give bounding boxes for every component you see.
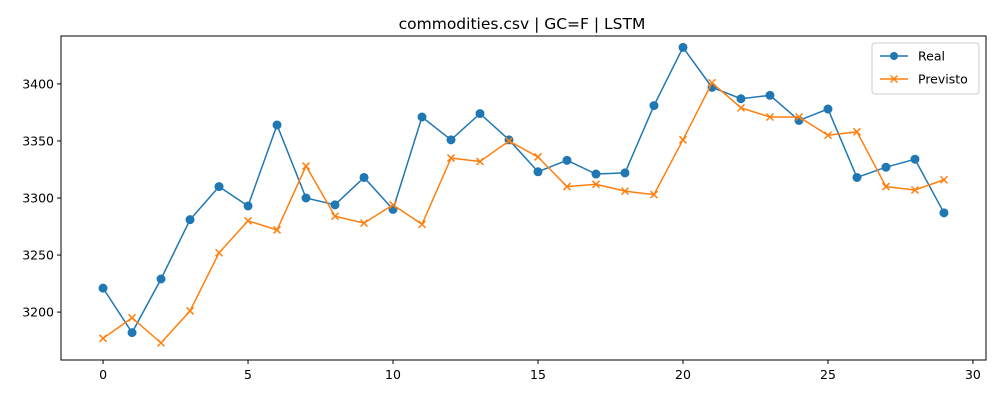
data-point bbox=[128, 313, 137, 322]
data-point bbox=[272, 225, 282, 234]
y-tick-label: 3350 bbox=[22, 133, 54, 148]
x-tick-label: 10 bbox=[385, 367, 401, 382]
data-point bbox=[446, 154, 456, 163]
data-point bbox=[533, 152, 543, 161]
data-point bbox=[678, 42, 688, 52]
y-tick-label: 3300 bbox=[22, 191, 54, 206]
data-point bbox=[475, 109, 485, 119]
data-point bbox=[620, 168, 630, 178]
data-point bbox=[475, 157, 485, 166]
data-point bbox=[736, 94, 746, 104]
x-tick-label: 0 bbox=[99, 367, 107, 382]
data-point bbox=[881, 182, 890, 191]
data-point bbox=[765, 112, 775, 122]
data-point bbox=[649, 101, 659, 111]
data-point bbox=[939, 175, 948, 184]
data-point bbox=[533, 167, 543, 177]
data-point bbox=[562, 182, 572, 191]
data-point bbox=[881, 162, 891, 172]
data-point bbox=[562, 155, 572, 165]
data-point bbox=[649, 190, 659, 199]
data-point bbox=[852, 172, 862, 182]
y-tick-label: 3400 bbox=[22, 76, 54, 91]
data-point bbox=[939, 208, 949, 218]
data-point bbox=[417, 112, 427, 122]
data-point bbox=[186, 306, 195, 315]
data-point bbox=[185, 215, 195, 225]
data-point bbox=[591, 169, 601, 179]
x-tick-label: 20 bbox=[675, 367, 691, 382]
data-point bbox=[243, 201, 253, 211]
series-previsto bbox=[99, 78, 948, 347]
y-tick-label: 3200 bbox=[22, 305, 54, 320]
data-point bbox=[99, 334, 108, 343]
x-tick-label: 30 bbox=[965, 367, 981, 382]
data-point bbox=[910, 154, 920, 164]
series-line-previsto bbox=[102, 81, 945, 344]
x-axis: 0 5 10 15 20 25 30 bbox=[99, 360, 981, 382]
y-axis: 3200 3250 3300 3350 3400 bbox=[22, 76, 61, 320]
data-point bbox=[388, 200, 398, 209]
data-point bbox=[359, 172, 369, 182]
series-layer bbox=[98, 42, 949, 347]
data-point bbox=[678, 135, 688, 144]
data-point bbox=[272, 120, 282, 130]
data-point bbox=[215, 248, 224, 257]
legend-marker bbox=[889, 74, 899, 84]
data-point bbox=[910, 185, 919, 195]
data-point bbox=[823, 131, 832, 140]
data-point bbox=[852, 127, 861, 136]
data-point bbox=[359, 219, 369, 228]
data-point bbox=[243, 216, 253, 225]
series-line-real bbox=[102, 45, 945, 335]
data-point bbox=[330, 200, 340, 210]
x-tick-label: 25 bbox=[820, 367, 836, 382]
x-tick-label: 5 bbox=[244, 367, 252, 382]
data-point bbox=[765, 90, 775, 100]
data-point bbox=[707, 78, 717, 87]
legend-marker bbox=[890, 52, 898, 60]
series-real bbox=[98, 42, 949, 338]
data-point bbox=[330, 212, 340, 221]
data-point bbox=[156, 274, 166, 284]
data-point bbox=[591, 180, 601, 189]
data-point bbox=[301, 162, 311, 171]
chart-title: commodities.csv | GC=F | LSTM bbox=[399, 15, 646, 33]
legend-label: Previsto bbox=[918, 72, 968, 87]
data-point bbox=[736, 103, 746, 112]
data-point bbox=[301, 193, 311, 203]
data-point bbox=[794, 112, 804, 122]
data-point bbox=[214, 182, 224, 192]
data-point bbox=[127, 328, 137, 338]
data-point bbox=[504, 136, 514, 145]
data-point bbox=[157, 338, 166, 347]
legend-label: Real bbox=[918, 49, 945, 64]
data-point bbox=[446, 135, 456, 145]
data-point bbox=[620, 187, 630, 196]
data-point bbox=[98, 283, 108, 293]
data-point bbox=[417, 220, 427, 229]
y-tick-label: 3250 bbox=[22, 248, 54, 263]
x-tick-label: 15 bbox=[530, 367, 546, 382]
data-point bbox=[823, 104, 833, 114]
legend: Real Previsto bbox=[871, 42, 980, 95]
